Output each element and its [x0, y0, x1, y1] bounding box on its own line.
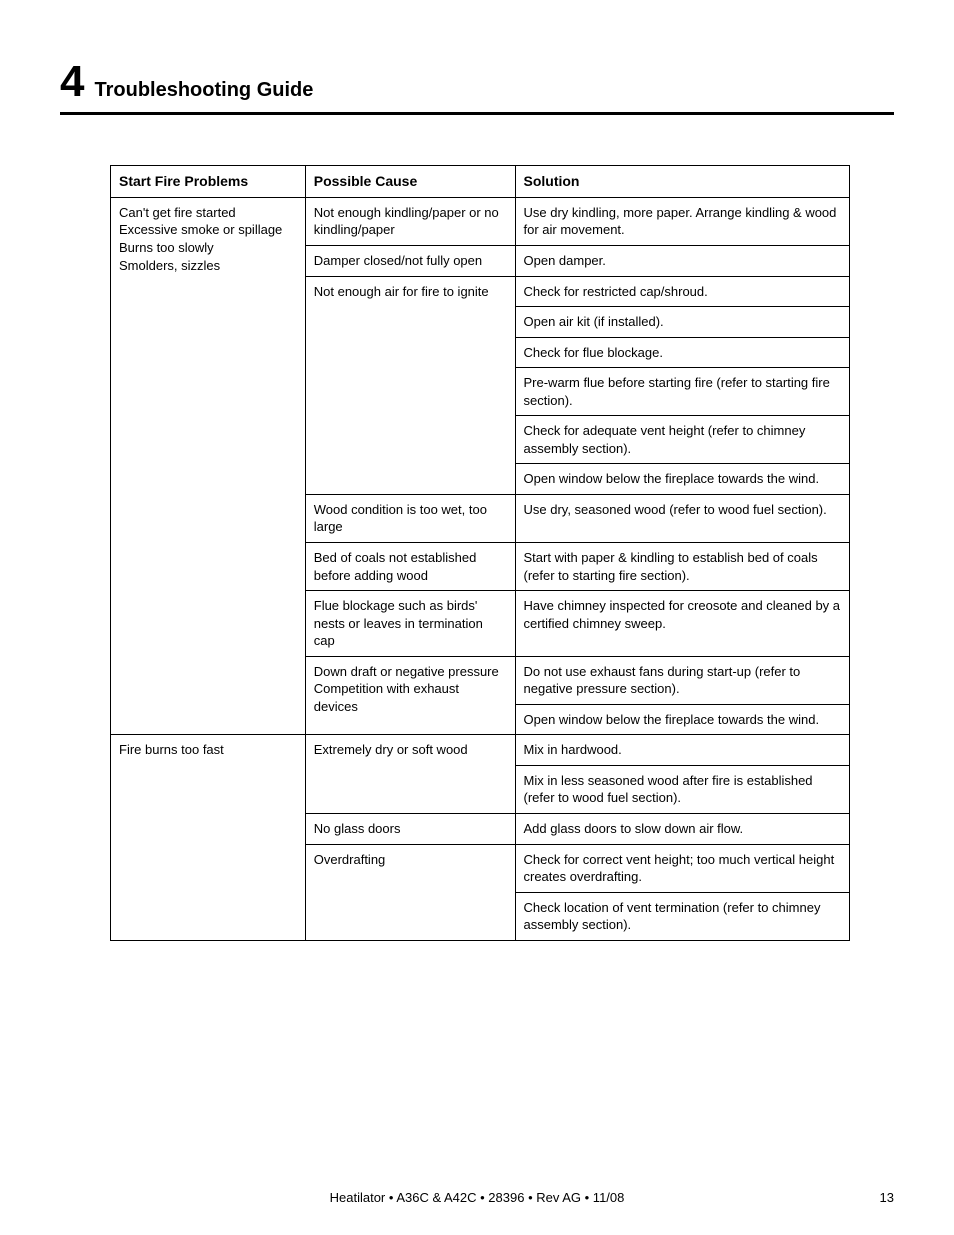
section-header: 4 Troubleshooting Guide: [60, 60, 894, 106]
solution-cell: Use dry, seasoned wood (refer to wood fu…: [515, 494, 850, 542]
solution-cell: Open window below the fireplace towards …: [515, 704, 850, 735]
problem-cell: Fire burns too fast: [111, 735, 306, 940]
solution-cell: Check location of vent termination (refe…: [515, 892, 850, 940]
footer-text: Heatilator • A36C & A42C • 28396 • Rev A…: [60, 1190, 894, 1205]
table-header-problem: Start Fire Problems: [111, 166, 306, 198]
table-row: Can't get fire startedExcessive smoke or…: [111, 197, 850, 245]
table-header-solution: Solution: [515, 166, 850, 198]
cause-cell: Not enough air for fire to ignite: [305, 276, 515, 494]
solution-cell: Open air kit (if installed).: [515, 307, 850, 338]
troubleshooting-table: Start Fire Problems Possible Cause Solut…: [110, 165, 850, 941]
cause-cell: Flue blockage such as birds' nests or le…: [305, 591, 515, 657]
solution-cell: Mix in hardwood.: [515, 735, 850, 766]
cause-cell: Extremely dry or soft wood: [305, 735, 515, 814]
solution-cell: Check for restricted cap/shroud.: [515, 276, 850, 307]
cause-cell: Overdrafting: [305, 844, 515, 940]
cause-cell: Bed of coals not established before addi…: [305, 543, 515, 591]
cause-cell: Wood condition is too wet, too large: [305, 494, 515, 542]
section-number: 4: [60, 60, 84, 104]
header-underline: [60, 112, 894, 115]
solution-cell: Do not use exhaust fans during start-up …: [515, 656, 850, 704]
troubleshooting-table-wrapper: Start Fire Problems Possible Cause Solut…: [110, 165, 894, 941]
solution-cell: Check for correct vent height; too much …: [515, 844, 850, 892]
page-number: 13: [880, 1190, 894, 1205]
page-footer: Heatilator • A36C & A42C • 28396 • Rev A…: [60, 1190, 894, 1205]
solution-cell: Open damper.: [515, 245, 850, 276]
solution-cell: Use dry kindling, more paper. Arrange ki…: [515, 197, 850, 245]
solution-cell: Check for flue blockage.: [515, 337, 850, 368]
cause-cell: Not enough kindling/paper or no kindling…: [305, 197, 515, 245]
solution-cell: Have chimney inspected for creosote and …: [515, 591, 850, 657]
solution-cell: Pre-warm flue before starting fire (refe…: [515, 368, 850, 416]
solution-cell: Open window below the fireplace towards …: [515, 464, 850, 495]
solution-cell: Mix in less seasoned wood after fire is …: [515, 765, 850, 813]
cause-cell: No glass doors: [305, 814, 515, 845]
cause-cell: Down draft or negative pressure Competit…: [305, 656, 515, 735]
problem-cell: Can't get fire startedExcessive smoke or…: [111, 197, 306, 734]
solution-cell: Add glass doors to slow down air flow.: [515, 814, 850, 845]
solution-cell: Check for adequate vent height (refer to…: [515, 416, 850, 464]
section-title: Troubleshooting Guide: [94, 79, 313, 106]
table-header-cause: Possible Cause: [305, 166, 515, 198]
table-row: Fire burns too fastExtremely dry or soft…: [111, 735, 850, 766]
cause-cell: Damper closed/not fully open: [305, 245, 515, 276]
solution-cell: Start with paper & kindling to establish…: [515, 543, 850, 591]
